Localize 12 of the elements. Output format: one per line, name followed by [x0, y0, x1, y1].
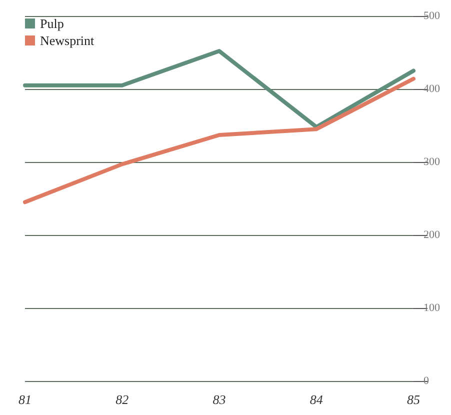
x-tick-label: 85 [407, 392, 420, 407]
x-tick-label: 83 [212, 392, 226, 407]
y-tick-label: 200 [424, 229, 440, 241]
x-tick-label: 84 [310, 392, 324, 407]
y-tick-label: 100 [424, 302, 440, 314]
y-tick-label: 300 [424, 156, 440, 168]
y-tick-label: 500 [424, 10, 440, 22]
legend-label: Newsprint [40, 33, 95, 48]
legend-label: Pulp [40, 16, 64, 31]
x-tick-label: 81 [18, 392, 32, 407]
x-tick-label: 82 [116, 392, 130, 407]
y-tick-label: 400 [424, 83, 440, 95]
